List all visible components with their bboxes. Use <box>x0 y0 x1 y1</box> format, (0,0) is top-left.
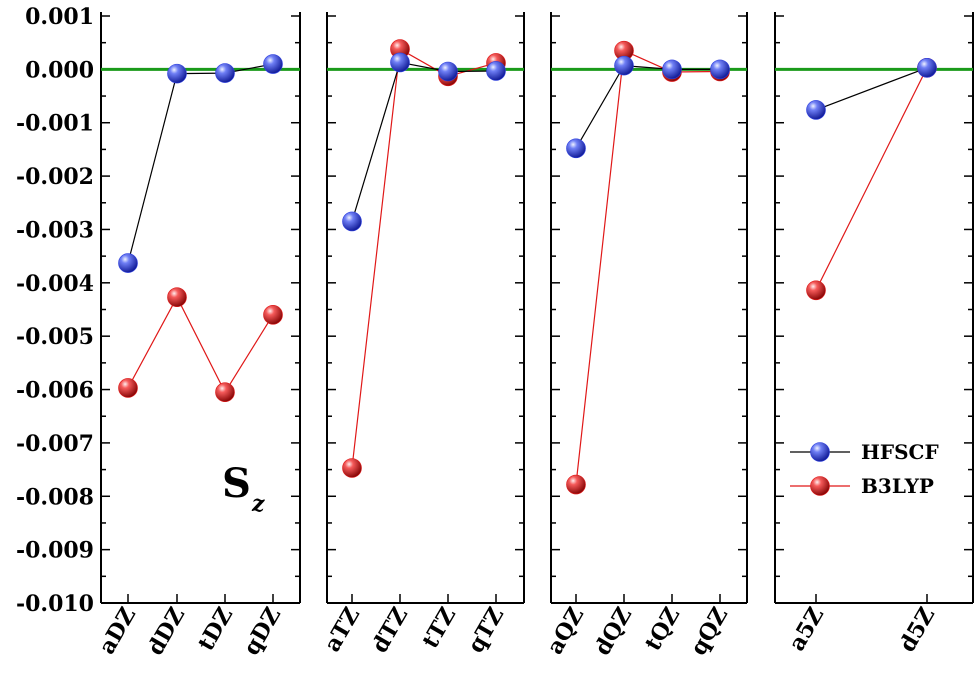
panel-2: aTZ dTZ tTZ qTZ <box>319 12 525 657</box>
data-point-hfscf <box>342 211 362 232</box>
category-label: aQZ <box>542 603 589 659</box>
data-point-hfscf <box>390 52 410 73</box>
category-label: tQZ <box>640 603 685 655</box>
data-point-b3lyp <box>566 474 586 495</box>
series-line-hfscf <box>575 65 720 149</box>
category-label: dQZ <box>589 603 637 660</box>
data-point-b3lyp <box>167 287 187 308</box>
data-point-hfscf <box>806 100 826 120</box>
data-point-hfscf <box>917 57 937 78</box>
y-tick-label: -0.008 <box>16 484 94 510</box>
series-line-b3lyp <box>127 295 274 394</box>
data-point-hfscf <box>438 61 458 82</box>
y-tick-label: -0.002 <box>16 164 94 190</box>
category-label: d5Z <box>894 603 940 656</box>
series-line-hfscf <box>351 61 497 222</box>
category-label: dTZ <box>367 603 413 657</box>
y-tick-label: -0.006 <box>16 378 94 404</box>
panel-1: aDZ dDZ tDZ qDZ <box>94 12 301 660</box>
legend-label-b3lyp: B3LYP <box>861 474 934 498</box>
data-point-hfscf <box>215 63 235 83</box>
data-point-b3lyp <box>806 280 826 301</box>
y-tick-label: -0.004 <box>16 271 94 297</box>
category-label: tTZ <box>417 603 461 653</box>
y-axis: 0.001 0.000 -0.001 -0.002 -0.003 -0.004 -0.005… <box>16 4 94 617</box>
category-label: qTZ <box>463 603 509 657</box>
data-point-b3lyp <box>263 305 283 325</box>
data-point-hfscf <box>118 253 138 273</box>
series-line-b3lyp <box>815 67 928 291</box>
data-point-b3lyp <box>215 382 235 403</box>
category-label: a5Z <box>784 603 829 656</box>
y-tick-label: -0.007 <box>16 431 94 457</box>
data-point-hfscf <box>662 59 682 80</box>
data-point-b3lyp <box>342 458 362 478</box>
category-label: tDZ <box>193 603 238 655</box>
data-point-hfscf <box>263 54 283 74</box>
annotation-sub: z <box>251 491 265 517</box>
category-label: aDZ <box>94 603 141 659</box>
category-label: qQZ <box>685 603 733 660</box>
y-tick-label: 0.000 <box>25 57 94 83</box>
legend-marker-hfscf <box>810 442 830 462</box>
y-tick-label: 0.001 <box>25 4 94 30</box>
data-point-hfscf <box>566 138 586 159</box>
legend-marker-b3lyp <box>810 476 830 496</box>
category-label: qDZ <box>238 603 286 660</box>
panels: aDZ dDZ tDZ qDZ aTZ dTZ tTZ qTZ aQZ dQZ tQZ qQZ a5Z d… <box>94 12 974 660</box>
data-point-hfscf <box>710 59 730 80</box>
series-line-b3lyp <box>351 48 497 469</box>
legend: HFSCF B3LYP <box>790 440 939 498</box>
y-tick-label: -0.001 <box>16 111 94 137</box>
series-line-b3lyp <box>575 49 721 485</box>
y-tick-label: -0.005 <box>16 324 94 350</box>
y-tick-label: -0.010 <box>16 591 94 617</box>
data-point-hfscf <box>486 61 506 81</box>
category-label: dDZ <box>142 603 190 660</box>
data-point-hfscf <box>614 55 634 76</box>
series-line-hfscf <box>127 63 274 264</box>
series-line-hfscf <box>815 67 928 111</box>
data-point-hfscf <box>167 63 187 84</box>
panel-3: aQZ dQZ tQZ qQZ <box>542 12 748 660</box>
legend-label-hfscf: HFSCF <box>861 440 939 464</box>
annotation-main: S <box>222 460 251 507</box>
sz-annotation: S z <box>222 460 265 517</box>
y-tick-label: -0.003 <box>16 217 94 243</box>
data-point-b3lyp <box>118 378 138 398</box>
y-tick-label: -0.009 <box>16 538 94 564</box>
panel-4: a5Z d5Z <box>774 12 974 656</box>
category-label: aTZ <box>319 603 365 656</box>
